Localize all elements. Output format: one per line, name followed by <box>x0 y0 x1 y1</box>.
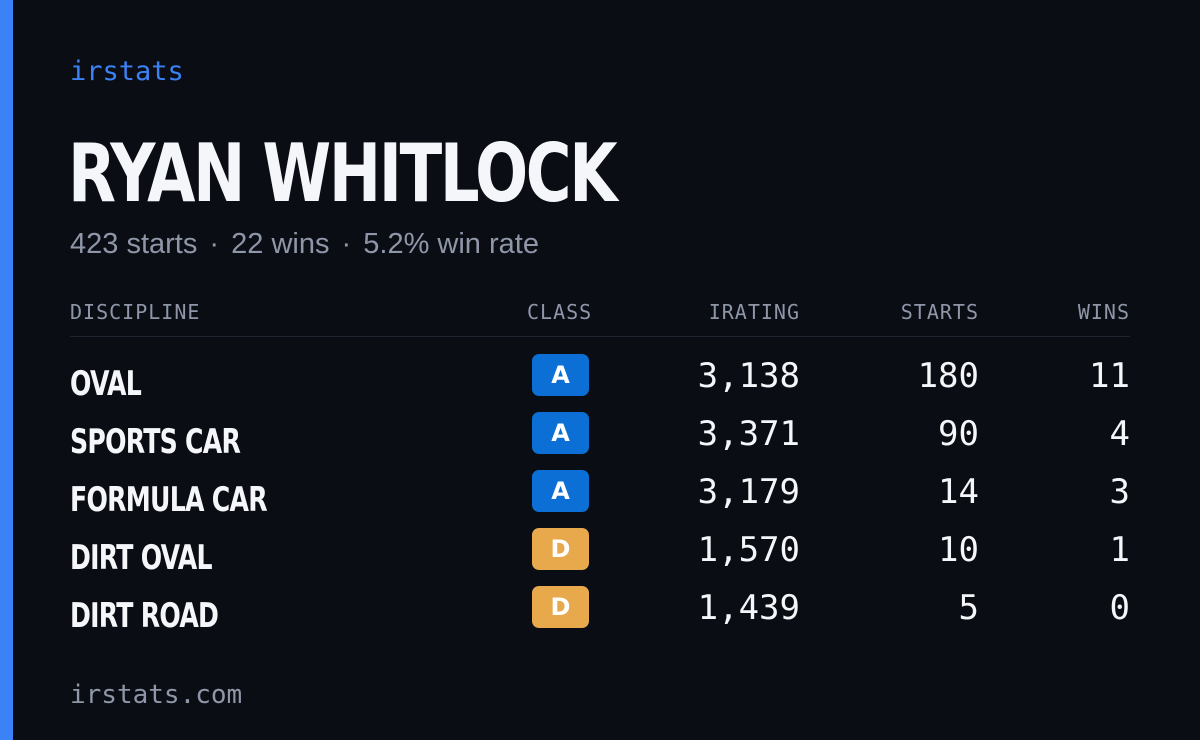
starts-value: 5 <box>958 588 979 628</box>
discipline-name: SPORTS CAR <box>70 422 241 462</box>
irating-value: 3,138 <box>697 356 800 396</box>
discipline-name: DIRT OVAL <box>70 538 212 578</box>
column-header-starts: STARTS <box>900 300 979 324</box>
irating-value: 1,439 <box>697 588 800 628</box>
wins-value: 3 <box>1109 472 1130 512</box>
class-badge: A <box>532 412 589 454</box>
class-badge: D <box>532 528 589 570</box>
starts-value: 90 <box>938 414 979 454</box>
column-header-wins: WINS <box>1077 300 1130 324</box>
discipline-name: DIRT ROAD <box>70 596 219 636</box>
wins-value: 11 <box>1089 356 1130 396</box>
starts-value: 180 <box>917 356 979 396</box>
table-row: DIRT ROAD D 1,439 5 0 <box>0 586 1200 644</box>
brand-logo-text: irstats <box>70 56 184 87</box>
wins-value: 1 <box>1109 530 1130 570</box>
column-header-irating: IRATING <box>708 300 800 324</box>
summary-wins: 22 wins <box>231 228 330 260</box>
summary-starts: 423 starts <box>70 228 198 260</box>
column-header-discipline: DISCIPLINE <box>70 300 201 324</box>
table-row: OVAL A 3,138 180 11 <box>0 354 1200 412</box>
footer-url: irstats.com <box>70 680 243 710</box>
starts-value: 10 <box>938 530 979 570</box>
irating-value: 1,570 <box>697 530 800 570</box>
driver-name: RYAN WHITLOCK <box>68 127 618 220</box>
driver-summary: 423 starts · 22 wins · 5.2% win rate <box>70 228 539 261</box>
summary-win-rate: 5.2% win rate <box>363 228 539 260</box>
class-badge: A <box>532 354 589 396</box>
header-divider <box>70 336 1130 337</box>
table-row: FORMULA CAR A 3,179 14 3 <box>0 470 1200 528</box>
discipline-name: OVAL <box>70 364 142 404</box>
class-badge: A <box>532 470 589 512</box>
accent-bar <box>0 0 13 740</box>
summary-separator: · <box>209 228 220 260</box>
column-header-class: CLASS <box>527 300 593 324</box>
irating-value: 3,371 <box>697 414 800 454</box>
class-badge: D <box>532 586 589 628</box>
table-row: DIRT OVAL D 1,570 10 1 <box>0 528 1200 586</box>
starts-value: 14 <box>938 472 979 512</box>
table-row: SPORTS CAR A 3,371 90 4 <box>0 412 1200 470</box>
wins-value: 0 <box>1109 588 1130 628</box>
summary-separator: · <box>341 228 352 260</box>
discipline-name: FORMULA CAR <box>70 480 268 520</box>
wins-value: 4 <box>1109 414 1130 454</box>
irating-value: 3,179 <box>697 472 800 512</box>
